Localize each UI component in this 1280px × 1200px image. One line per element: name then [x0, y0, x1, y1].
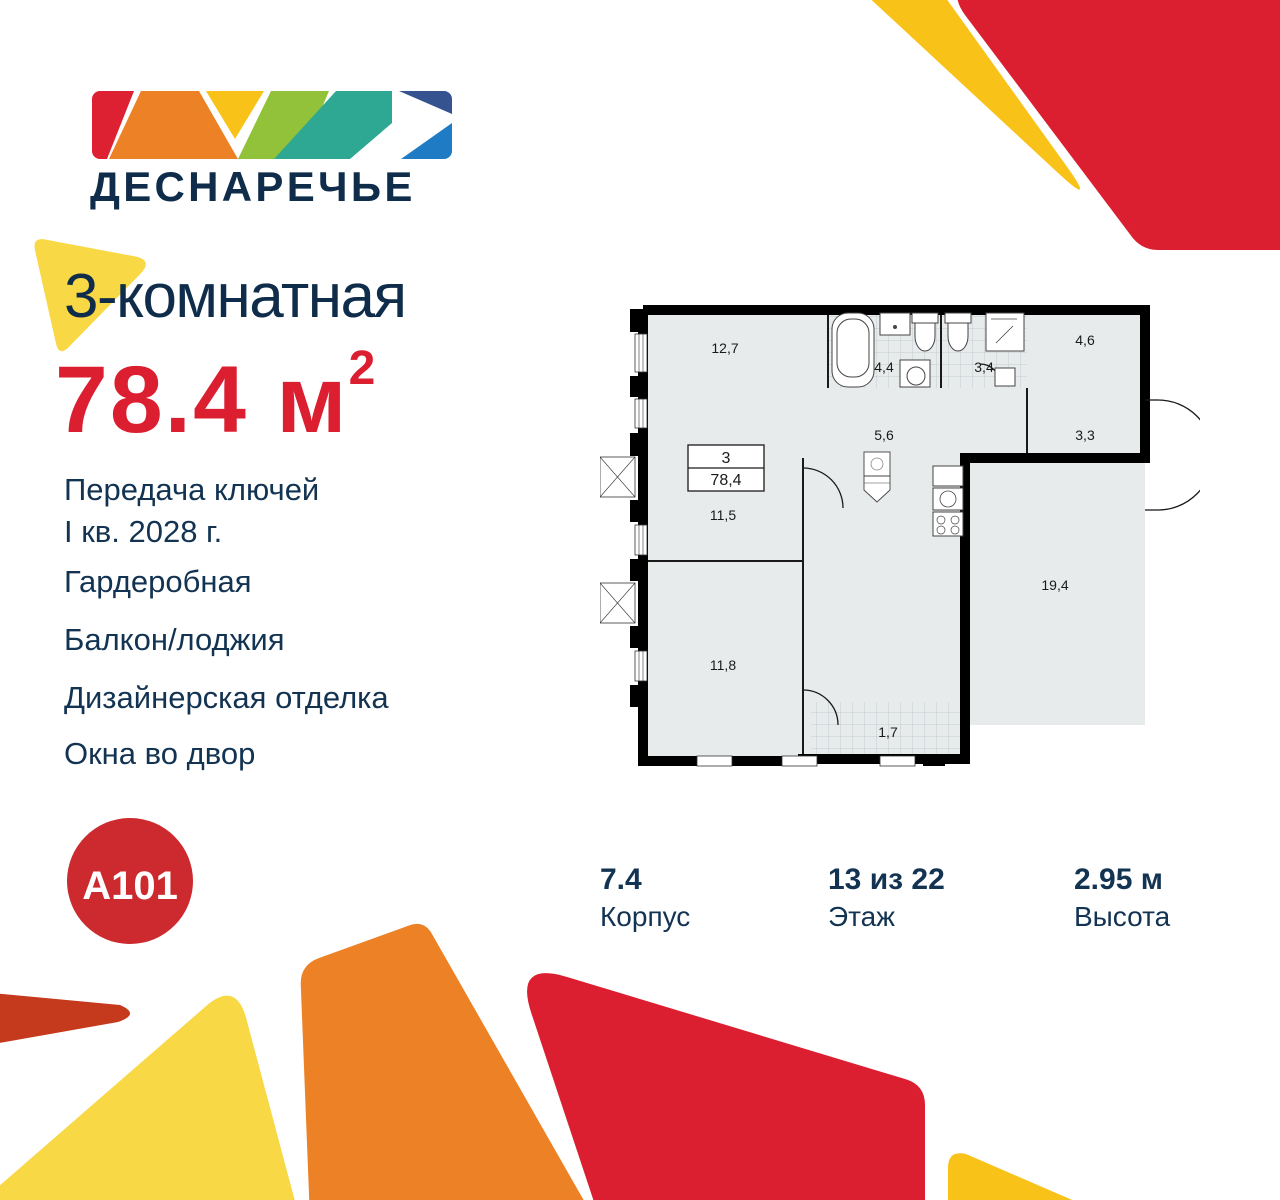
svg-text:A101: A101 — [82, 864, 178, 908]
svg-text:78,4: 78,4 — [710, 472, 741, 489]
svg-text:3: 3 — [722, 450, 731, 467]
svg-text:3,4: 3,4 — [974, 359, 994, 375]
svg-text:3,3: 3,3 — [1075, 427, 1095, 443]
svg-text:12,7: 12,7 — [711, 340, 738, 356]
svg-text:19,4: 19,4 — [1041, 577, 1068, 593]
svg-text:4,6: 4,6 — [1075, 332, 1095, 348]
svg-text:5,6: 5,6 — [874, 427, 894, 443]
svg-text:11,8: 11,8 — [710, 657, 736, 673]
svg-text:4,4: 4,4 — [874, 359, 894, 375]
svg-text:11,5: 11,5 — [710, 507, 736, 523]
svg-text:1,7: 1,7 — [878, 724, 898, 740]
